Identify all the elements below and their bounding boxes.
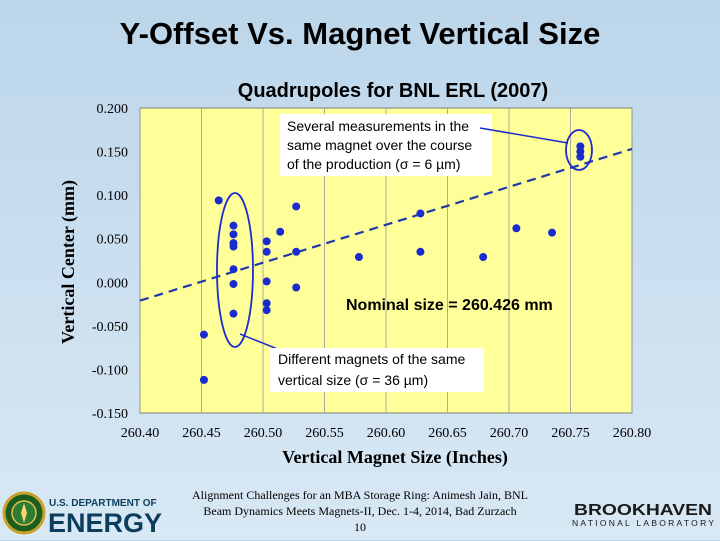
x-tick-label: 260.60: [367, 426, 406, 441]
data-point: [276, 227, 285, 236]
y-tick-label: 0.200: [97, 102, 129, 117]
annotation-pointer: [479, 127, 569, 144]
x-tick-label: 260.75: [551, 426, 590, 441]
x-tick-labels: 260.40 260.45 260.50 260.55 260.60 260.65 260.…: [121, 426, 652, 441]
brookhaven-logo: BROOKHAVEN NATIONAL LABORATORY: [568, 500, 718, 535]
x-tick-label: 260.55: [305, 426, 344, 441]
data-point: [262, 299, 271, 308]
x-tick-label: 260.65: [428, 426, 467, 441]
data-point: [354, 253, 363, 262]
brookhaven-wordmark: BROOKHAVEN NATIONAL LABORATORY: [572, 502, 714, 528]
y-tick-label: -0.150: [92, 407, 128, 422]
data-point: [199, 330, 208, 339]
y-tick-label: 0.150: [97, 146, 129, 161]
doe-logo-big-text: ENERGY: [48, 508, 162, 536]
fit-line-group: [139, 147, 633, 302]
data-point: [229, 230, 238, 239]
data-point: [229, 280, 238, 289]
annotation-line: Different magnets of the same: [278, 351, 465, 367]
bnl-logo-big-text: BROOKHAVEN: [574, 502, 712, 519]
data-point: [262, 306, 271, 315]
data-point: [229, 221, 238, 230]
data-point: [229, 309, 238, 318]
highlight-ellipse: [216, 192, 254, 348]
data-point: [512, 224, 521, 233]
doe-seal-icon: U.S. DEPARTMENT OF ENERGY: [2, 491, 162, 538]
annotation-line: of the production (σ = 6 µm): [287, 156, 461, 172]
doe-logo: U.S. DEPARTMENT OF ENERGY: [2, 490, 167, 541]
slide-title: Y-Offset Vs. Magnet Vertical Size: [119, 16, 601, 51]
data-point: [548, 228, 557, 237]
data-point: [292, 247, 301, 256]
bnl-logo-small-text: NATIONAL LABORATORY: [572, 518, 714, 528]
y-tick-label: -0.050: [92, 320, 128, 335]
annotation-box: [270, 348, 484, 392]
chart-subtitle: Quadrupoles for BNL ERL (2007): [238, 80, 548, 102]
data-point: [229, 265, 238, 274]
footer-line: Alignment Challenges for an MBA Storage …: [192, 488, 528, 502]
data-point: [229, 242, 238, 251]
data-point: [416, 247, 425, 256]
page-number: 10: [354, 520, 366, 534]
data-point: [292, 283, 301, 292]
x-tick-label: 260.50: [244, 426, 283, 441]
x-tick-label: 260.45: [182, 426, 221, 441]
data-point: [479, 253, 488, 262]
fit-line: [139, 147, 633, 302]
footer-line: Beam Dynamics Meets Magnets-II, Dec. 1-4…: [203, 504, 517, 518]
data-point: [262, 277, 271, 286]
data-point: [199, 375, 208, 384]
annotation-line: vertical size (σ = 36 µm): [278, 372, 428, 388]
x-tick-label: 260.70: [490, 426, 529, 441]
data-points: [199, 142, 585, 384]
data-point: [292, 202, 301, 211]
y-tick-label: 0.000: [97, 276, 129, 291]
different-magnets-annotation: Different magnets of the same vertical s…: [216, 192, 484, 392]
x-tick-label: 260.80: [613, 426, 652, 441]
y-tick-labels: 0.200 0.150 0.100 0.050 0.000 -0.050 -0.100 -0.…: [92, 102, 128, 422]
data-point: [262, 247, 271, 256]
annotation-line: Several measurements in the: [287, 118, 469, 134]
data-point: [416, 209, 425, 218]
y-axis-label: Vertical Center (mm): [58, 180, 79, 344]
y-tick-label: -0.100: [92, 363, 128, 378]
repeat-measurement-annotation: Several measurements in the same magnet …: [280, 114, 593, 176]
doe-logo-small-text: U.S. DEPARTMENT OF: [49, 498, 157, 509]
highlight-ellipse: [565, 129, 593, 171]
y-tick-label: 0.100: [97, 189, 129, 204]
annotation-line: same magnet over the course: [287, 137, 472, 153]
nominal-size-label: Nominal size = 260.426 mm: [346, 297, 553, 314]
y-tick-label: 0.050: [97, 233, 129, 248]
x-tick-label: 260.40: [121, 426, 160, 441]
x-axis-label: Vertical Magnet Size (Inches): [282, 447, 508, 468]
data-point: [576, 152, 585, 161]
annotation-box: [280, 114, 492, 176]
data-point: [214, 196, 223, 205]
data-point: [262, 237, 271, 246]
